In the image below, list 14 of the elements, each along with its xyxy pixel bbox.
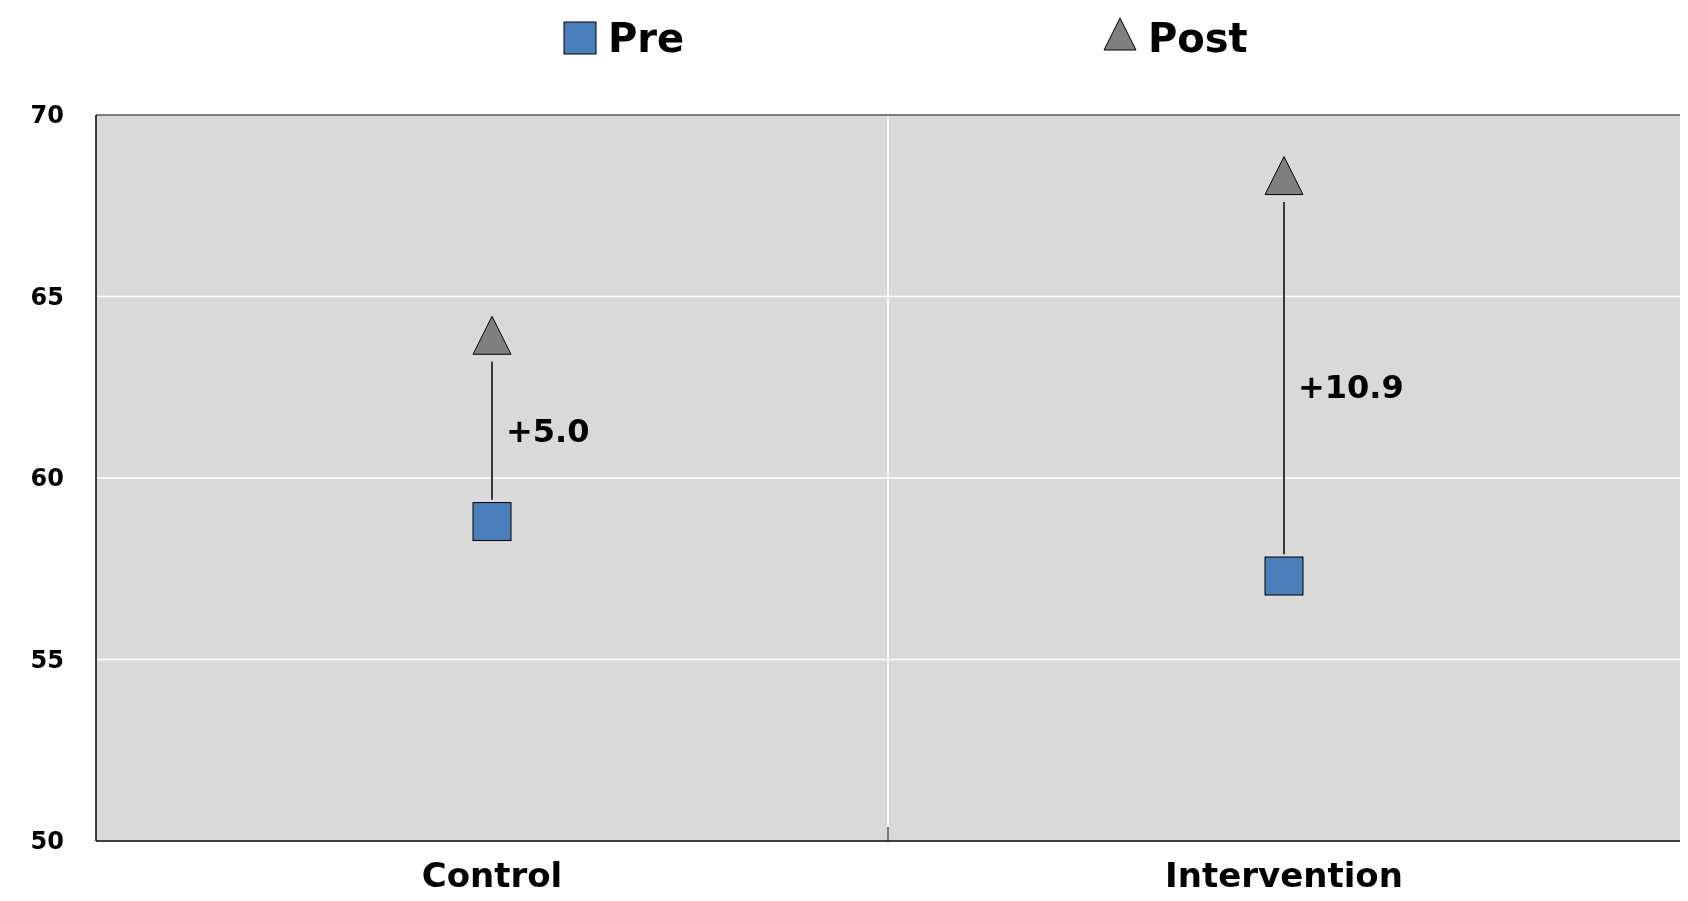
- legend-label: Post: [1148, 15, 1248, 61]
- x-tick-label: Intervention: [1165, 855, 1403, 895]
- y-tick-label: 55: [30, 645, 64, 674]
- y-tick-label: 70: [30, 101, 64, 130]
- x-tick-label: Control: [421, 855, 563, 895]
- y-tick-label: 50: [30, 827, 64, 856]
- legend-label: Pre: [608, 15, 685, 61]
- y-tick-label: 65: [30, 282, 64, 311]
- annotation: +10.9: [1298, 368, 1404, 407]
- point: [1264, 156, 1304, 196]
- point: [472, 502, 512, 542]
- annotation: +5.0: [506, 412, 590, 451]
- y-tick-label: 60: [30, 464, 64, 493]
- point: [1264, 556, 1304, 596]
